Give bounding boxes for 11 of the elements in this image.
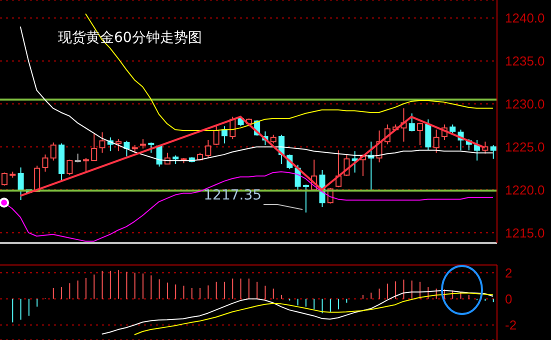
annotation: 1217.35 (204, 188, 262, 204)
y-tick-label: 1215.0 (505, 225, 545, 240)
y-tick-label: 2 (505, 265, 512, 280)
y-tick-label: 1230.0 (505, 96, 545, 112)
y-tick-label: 0 (505, 291, 512, 306)
y-tick-label: -2 (505, 318, 517, 333)
y-tick-label: 1235.0 (505, 54, 545, 69)
y-tick-label: 1220.0 (505, 182, 545, 198)
y-tick-label: 1225.0 (505, 139, 545, 154)
y-tick-label: 1240.0 (505, 10, 545, 26)
text: 现货黄金60分钟走势图 (58, 29, 202, 47)
